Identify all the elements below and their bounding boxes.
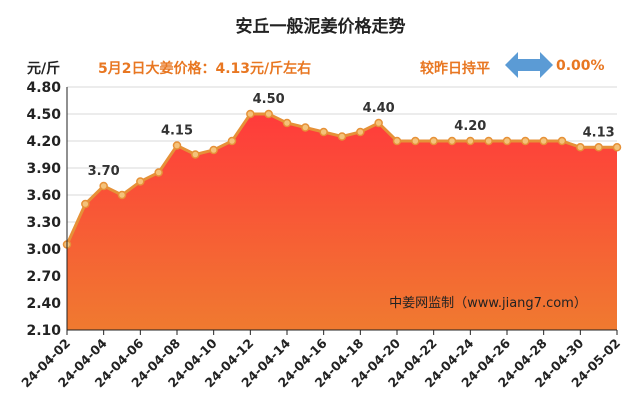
data-point xyxy=(337,132,347,141)
data-point xyxy=(246,109,255,119)
y-tick-label: 3.30 xyxy=(26,215,61,231)
data-label: 4.50 xyxy=(253,92,285,107)
data-label: 4.40 xyxy=(363,101,395,116)
y-tick-label: 3.90 xyxy=(26,161,61,177)
y-tick-label: 2.40 xyxy=(26,296,61,312)
data-point xyxy=(209,145,218,155)
data-point xyxy=(136,177,145,186)
data-point xyxy=(411,136,420,146)
data-point xyxy=(484,136,493,146)
data-point xyxy=(502,136,512,146)
data-point xyxy=(172,141,182,150)
data-point xyxy=(227,136,237,146)
data-label: 4.13 xyxy=(583,125,615,140)
data-label: 3.70 xyxy=(88,164,120,179)
data-label: 4.15 xyxy=(161,124,193,139)
data-point xyxy=(429,136,438,146)
data-label: 4.20 xyxy=(454,119,486,134)
data-point xyxy=(612,143,622,152)
data-point xyxy=(319,127,328,137)
data-point xyxy=(557,136,567,146)
data-point xyxy=(264,109,273,119)
data-point xyxy=(301,123,310,132)
data-point xyxy=(191,150,200,159)
data-point xyxy=(154,168,163,177)
y-tick-label: 2.10 xyxy=(26,323,61,339)
price-area xyxy=(67,114,617,330)
y-tick-label: 4.80 xyxy=(26,80,61,96)
price-summary: 5月2日大姜价格：4.13元/斤左右 xyxy=(98,61,312,77)
data-point xyxy=(392,136,402,146)
data-point xyxy=(594,143,603,152)
watermark: 中姜网监制（www.jiang7.com） xyxy=(389,296,587,311)
unit-label: 元/斤 xyxy=(27,61,61,77)
y-tick-label: 4.20 xyxy=(26,134,61,150)
data-point xyxy=(282,118,292,128)
left-right-arrow-icon xyxy=(505,52,553,78)
change-label: 较昨日持平 xyxy=(420,61,490,77)
y-tick-label: 2.70 xyxy=(26,269,61,285)
data-point xyxy=(576,143,585,152)
change-value: 0.00% xyxy=(556,58,605,74)
data-point xyxy=(356,127,365,137)
data-point xyxy=(521,136,530,146)
data-point xyxy=(539,136,548,146)
y-tick-label: 3.00 xyxy=(26,242,61,258)
chart-title: 安丘一般泥姜价格走势 xyxy=(235,17,406,37)
data-point xyxy=(81,199,90,209)
data-point xyxy=(447,136,457,146)
data-point xyxy=(117,190,127,200)
data-point xyxy=(466,136,475,146)
data-point xyxy=(374,118,383,128)
y-tick-label: 4.50 xyxy=(26,107,61,123)
y-tick-label: 3.60 xyxy=(26,188,61,204)
data-point xyxy=(99,181,108,191)
